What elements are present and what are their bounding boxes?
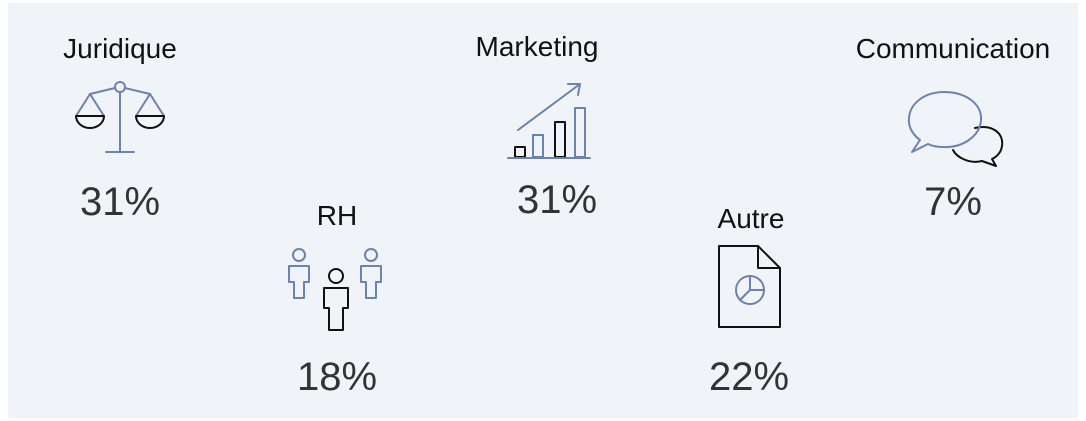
scale-icon (75, 81, 165, 153)
people-icon (288, 248, 382, 331)
item-value: 18% (297, 355, 377, 399)
item-label: RH (317, 200, 357, 231)
growth-icon (507, 83, 591, 159)
item-label: Juridique (63, 33, 177, 64)
chat-icon (907, 91, 1004, 167)
panel (8, 3, 1078, 418)
item-value: 31% (80, 180, 160, 224)
document-icon (718, 245, 781, 328)
item-label: Autre (718, 203, 785, 234)
item-label: Communication (856, 33, 1051, 64)
item-value: 7% (924, 180, 982, 224)
item-label: Marketing (476, 31, 599, 62)
item-value: 22% (709, 355, 789, 399)
item-value: 31% (517, 178, 597, 222)
